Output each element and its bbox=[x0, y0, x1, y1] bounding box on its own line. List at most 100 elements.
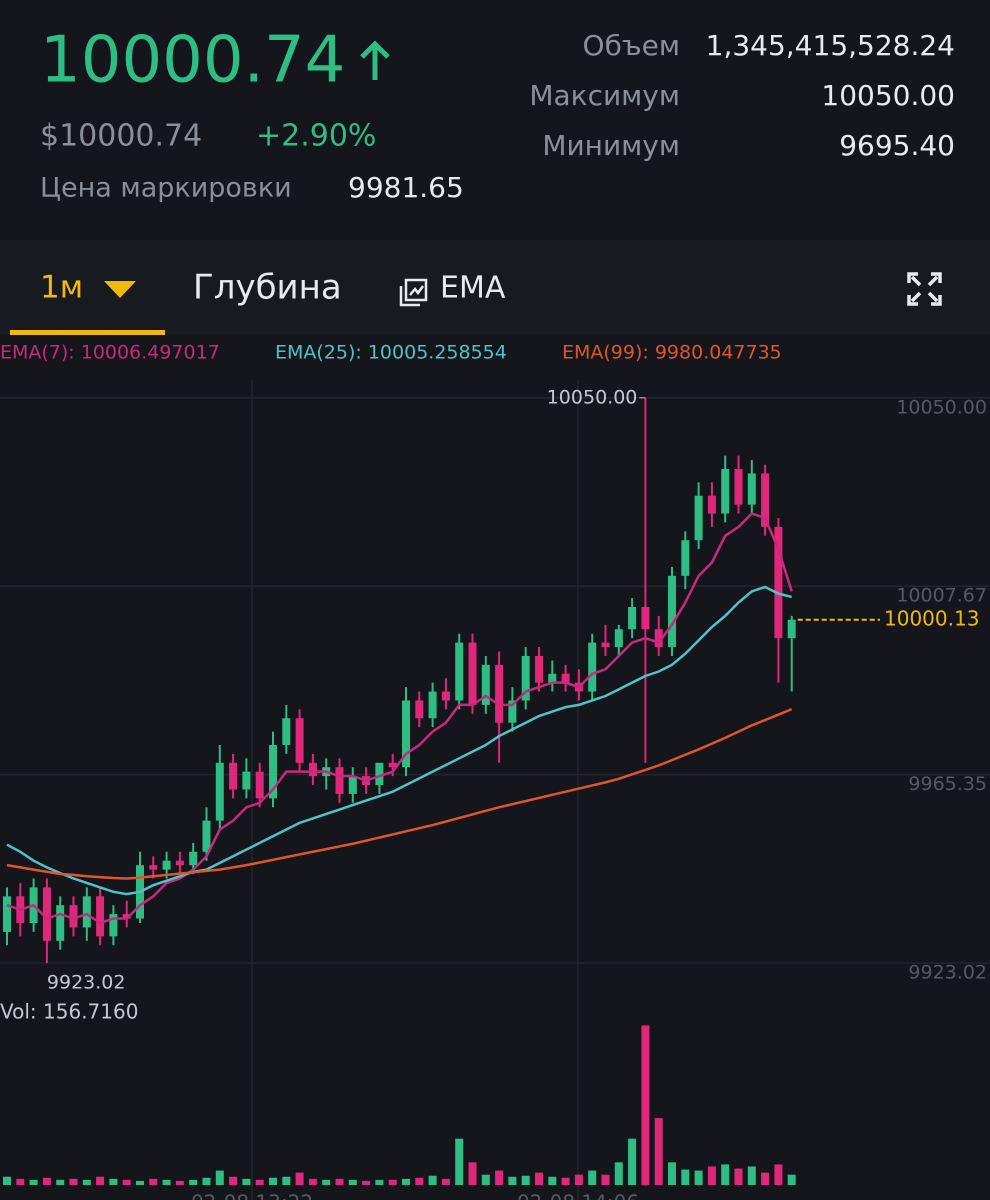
volume-bar bbox=[761, 1172, 770, 1185]
candle-body bbox=[495, 664, 504, 723]
tab-ema[interactable]: EMA bbox=[440, 271, 506, 306]
volume-bar bbox=[149, 1178, 158, 1185]
volume-bar bbox=[215, 1170, 224, 1185]
stat-label: Максимум bbox=[529, 79, 680, 112]
volume-bar bbox=[202, 1177, 211, 1185]
candle-body bbox=[202, 820, 211, 852]
tab-depth[interactable]: Глубина bbox=[193, 268, 342, 308]
price: 10000.74 bbox=[40, 24, 345, 98]
candle-body bbox=[149, 865, 158, 870]
volume-bar bbox=[561, 1177, 570, 1185]
mark-label: Цена маркировки bbox=[40, 173, 292, 204]
change: +2.90% bbox=[256, 119, 376, 154]
volume-bar bbox=[641, 1025, 650, 1185]
volume-bar bbox=[282, 1176, 291, 1185]
volume-bar bbox=[69, 1178, 78, 1185]
volume-bar bbox=[588, 1170, 597, 1185]
candle-body bbox=[189, 851, 198, 866]
volume-bar bbox=[335, 1178, 344, 1185]
candle-body bbox=[415, 700, 424, 719]
volume-bar bbox=[707, 1166, 716, 1185]
ema-line bbox=[6, 512, 793, 925]
volume-bar bbox=[375, 1179, 384, 1185]
volume-bar bbox=[495, 1170, 504, 1185]
tab-underline bbox=[10, 330, 165, 335]
candle-body bbox=[508, 700, 517, 723]
candle-body bbox=[721, 469, 730, 514]
volume-bar bbox=[136, 1180, 144, 1185]
volume-bar bbox=[348, 1179, 357, 1185]
volume-bar bbox=[122, 1179, 131, 1185]
volume-bar bbox=[308, 1178, 317, 1185]
volume-bar bbox=[269, 1177, 277, 1185]
candle-body bbox=[348, 776, 357, 794]
volume-bar bbox=[694, 1170, 703, 1185]
candle-body bbox=[375, 762, 384, 786]
volume-bar bbox=[574, 1174, 583, 1185]
tab-interval[interactable]: 1м bbox=[40, 270, 83, 306]
volume-bar bbox=[681, 1169, 690, 1185]
volume-bar bbox=[548, 1176, 557, 1185]
candle-body bbox=[641, 606, 650, 630]
candle-body bbox=[787, 619, 796, 639]
candle-body bbox=[162, 860, 171, 870]
volume-bar bbox=[441, 1178, 450, 1185]
time-label: 02-08 14:06 bbox=[517, 1191, 639, 1200]
volume-bar bbox=[535, 1172, 543, 1185]
volume-bar bbox=[322, 1179, 331, 1185]
volume-bar bbox=[734, 1168, 743, 1185]
ema-legend: EMA(7): 10006.497017 bbox=[0, 342, 220, 364]
volume-bar bbox=[242, 1178, 251, 1185]
volume-bar bbox=[481, 1174, 490, 1185]
stat-value: 1,345,415,528.24 bbox=[706, 29, 955, 62]
candle-body bbox=[681, 540, 690, 576]
candle-body bbox=[428, 691, 437, 719]
volume-bar bbox=[229, 1176, 238, 1185]
volume-bar bbox=[428, 1175, 437, 1185]
volume-bar bbox=[96, 1176, 105, 1185]
mark-value: 9981.65 bbox=[348, 171, 464, 204]
candle-body bbox=[56, 905, 65, 941]
candle-body bbox=[269, 744, 277, 799]
candle-body bbox=[628, 606, 637, 630]
candle-body bbox=[535, 655, 543, 683]
volume-bar bbox=[42, 1177, 51, 1185]
candle-body bbox=[747, 473, 756, 505]
fullscreen-icon[interactable] bbox=[907, 272, 942, 306]
volume-bar bbox=[508, 1176, 517, 1185]
candle-body bbox=[308, 762, 317, 777]
volume-bar bbox=[362, 1180, 371, 1185]
volume-bar bbox=[189, 1179, 198, 1185]
candle-body bbox=[335, 767, 344, 794]
volume-bar bbox=[601, 1174, 610, 1185]
low-label: 9923.02 bbox=[47, 971, 126, 993]
volume-bar bbox=[29, 1179, 38, 1185]
volume-bar bbox=[415, 1177, 424, 1185]
ema-icon[interactable] bbox=[399, 278, 428, 307]
volume-bar bbox=[521, 1175, 530, 1185]
candle-body bbox=[761, 473, 770, 527]
volume-bar bbox=[614, 1162, 623, 1185]
candle-body bbox=[561, 673, 570, 683]
candle-body bbox=[521, 655, 530, 701]
candle-body bbox=[774, 526, 783, 639]
candle-body bbox=[668, 575, 676, 648]
candle-body bbox=[42, 887, 51, 941]
stat-value: 10050.00 bbox=[821, 79, 955, 112]
candle-body bbox=[255, 771, 264, 799]
volume-bar bbox=[668, 1162, 676, 1185]
volume-bar bbox=[82, 1179, 91, 1185]
volume-bar bbox=[295, 1172, 304, 1185]
last-price-label: 10000.13 bbox=[884, 606, 979, 630]
candle-body bbox=[282, 718, 291, 745]
candle-body bbox=[548, 673, 557, 683]
candle-body bbox=[82, 896, 91, 928]
candle-body bbox=[707, 495, 716, 514]
dropdown-icon[interactable] bbox=[104, 281, 136, 298]
y-tick-label: 9923.02 bbox=[908, 961, 987, 983]
volume-bar bbox=[388, 1179, 397, 1185]
volume-label: Vol: 156.7160 bbox=[0, 1000, 138, 1024]
volume-bar bbox=[56, 1179, 65, 1185]
ema-legend: EMA(25): 10005.258554 bbox=[275, 342, 507, 364]
